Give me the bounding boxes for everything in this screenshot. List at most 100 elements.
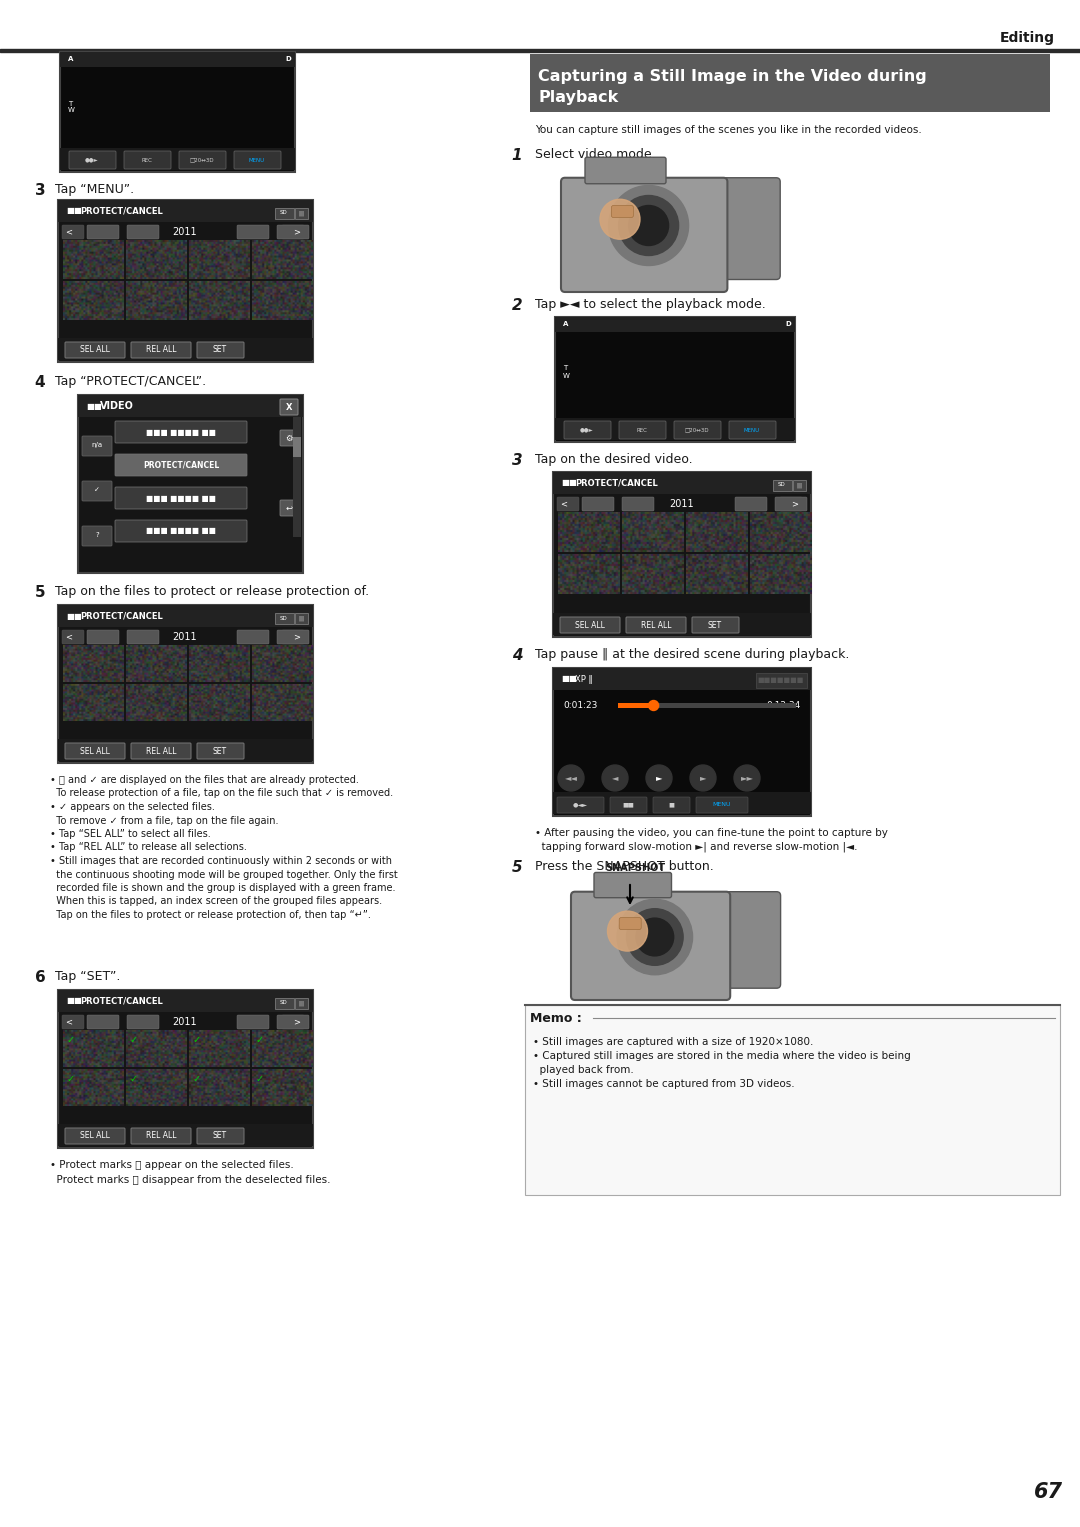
Bar — [60, 148, 295, 169]
FancyBboxPatch shape — [282, 1015, 303, 1029]
Text: Tap pause ‖ at the desired scene during playback.: Tap pause ‖ at the desired scene during … — [535, 647, 849, 661]
FancyBboxPatch shape — [114, 521, 247, 542]
Bar — [58, 739, 313, 760]
Text: SNAPSHOT: SNAPSHOT — [605, 863, 665, 873]
Text: PROTECT/CANCEL: PROTECT/CANCEL — [80, 206, 163, 215]
Bar — [58, 337, 313, 360]
FancyBboxPatch shape — [131, 1128, 191, 1144]
FancyBboxPatch shape — [610, 797, 647, 812]
FancyBboxPatch shape — [197, 1128, 244, 1144]
Text: ■■: ■■ — [561, 478, 577, 487]
Text: □20↔3D: □20↔3D — [685, 428, 710, 432]
FancyBboxPatch shape — [557, 496, 579, 512]
Text: ►: ► — [700, 774, 706, 782]
FancyBboxPatch shape — [274, 208, 294, 218]
Bar — [58, 1124, 313, 1145]
Text: PROTECT/CANCEL: PROTECT/CANCEL — [80, 611, 163, 620]
FancyBboxPatch shape — [82, 437, 112, 457]
Text: recorded file is shown and the group is displayed with a green frame.: recorded file is shown and the group is … — [50, 883, 395, 893]
FancyBboxPatch shape — [692, 617, 739, 634]
Text: |||: ||| — [298, 211, 303, 215]
Text: 2011: 2011 — [173, 632, 198, 641]
Text: • Tap “REL ALL” to release all selections.: • Tap “REL ALL” to release all selection… — [50, 843, 247, 852]
Text: D: D — [285, 56, 291, 63]
Text: SD: SD — [280, 1000, 288, 1005]
Text: Press the SNAPSHOT button.: Press the SNAPSHOT button. — [535, 860, 714, 873]
Text: ✓: ✓ — [67, 1073, 76, 1084]
Circle shape — [607, 912, 648, 951]
Text: □20↔3D: □20↔3D — [190, 157, 214, 162]
Text: Tap on the desired video.: Tap on the desired video. — [535, 454, 692, 466]
FancyBboxPatch shape — [127, 1015, 159, 1029]
Text: REL ALL: REL ALL — [146, 345, 176, 354]
FancyBboxPatch shape — [622, 496, 654, 512]
Bar — [555, 318, 795, 331]
Text: REL ALL: REL ALL — [640, 620, 672, 629]
FancyBboxPatch shape — [276, 631, 309, 644]
Text: 3: 3 — [35, 183, 45, 199]
Text: SEL ALL: SEL ALL — [80, 345, 110, 354]
FancyBboxPatch shape — [714, 892, 781, 988]
FancyBboxPatch shape — [62, 631, 84, 644]
Text: ►►: ►► — [741, 774, 754, 782]
FancyBboxPatch shape — [127, 224, 159, 240]
Text: When this is tapped, an index screen of the grouped files appears.: When this is tapped, an index screen of … — [50, 896, 382, 907]
Text: PROTECT/CANCEL: PROTECT/CANCEL — [143, 461, 219, 469]
Text: Protect marks ⒪ disappear from the deselected files.: Protect marks ⒪ disappear from the desel… — [50, 1174, 330, 1185]
Bar — [58, 989, 313, 1012]
FancyBboxPatch shape — [82, 525, 112, 547]
Bar — [553, 667, 811, 690]
Bar — [530, 53, 1050, 111]
Text: <: < — [561, 499, 567, 508]
Text: • ✓ appears on the selected files.: • ✓ appears on the selected files. — [50, 802, 215, 812]
Text: 6: 6 — [35, 970, 45, 985]
Text: MENU: MENU — [744, 428, 760, 432]
Text: SD: SD — [778, 483, 786, 487]
Text: ✓: ✓ — [256, 1035, 265, 1044]
FancyBboxPatch shape — [711, 177, 780, 279]
Circle shape — [602, 765, 627, 791]
FancyBboxPatch shape — [564, 421, 611, 438]
Text: A: A — [563, 321, 568, 327]
FancyBboxPatch shape — [124, 151, 171, 169]
Text: SD: SD — [280, 211, 288, 215]
Text: ■: ■ — [669, 803, 674, 808]
Text: • Still images cannot be captured from 3D videos.: • Still images cannot be captured from 3… — [534, 1080, 795, 1089]
FancyBboxPatch shape — [561, 177, 728, 292]
Text: ✓: ✓ — [193, 1035, 201, 1044]
FancyBboxPatch shape — [131, 744, 191, 759]
Text: ●●►: ●●► — [85, 157, 99, 162]
Text: 5: 5 — [35, 585, 45, 600]
FancyBboxPatch shape — [619, 421, 666, 438]
Text: ◄◄: ◄◄ — [565, 774, 578, 782]
Text: SEL ALL: SEL ALL — [80, 747, 110, 756]
Text: 5: 5 — [512, 860, 523, 875]
FancyBboxPatch shape — [729, 421, 777, 438]
Text: REL ALL: REL ALL — [146, 747, 176, 756]
Text: >: > — [293, 632, 300, 641]
Text: • After pausing the video, you can fine-tune the point to capture by: • After pausing the video, you can fine-… — [535, 828, 888, 838]
Circle shape — [619, 195, 678, 255]
Text: MENU: MENU — [713, 803, 731, 808]
Text: ■■: ■■ — [66, 206, 82, 215]
Text: • Captured still images are stored in the media where the video is being: • Captured still images are stored in th… — [534, 1051, 910, 1061]
Text: ◄: ◄ — [611, 774, 618, 782]
FancyBboxPatch shape — [237, 631, 269, 644]
Text: T
W: T W — [563, 365, 570, 379]
FancyBboxPatch shape — [179, 151, 226, 169]
Text: SET: SET — [213, 747, 227, 756]
Text: <: < — [65, 1017, 72, 1026]
FancyBboxPatch shape — [274, 612, 294, 623]
Text: played back from.: played back from. — [534, 1064, 634, 1075]
FancyBboxPatch shape — [775, 496, 807, 512]
Text: 4: 4 — [35, 376, 45, 389]
Text: ?: ? — [95, 531, 99, 538]
Bar — [58, 200, 313, 221]
FancyBboxPatch shape — [696, 797, 748, 812]
FancyBboxPatch shape — [274, 997, 294, 1008]
FancyBboxPatch shape — [197, 744, 244, 759]
FancyBboxPatch shape — [626, 617, 686, 634]
FancyBboxPatch shape — [114, 421, 247, 443]
FancyBboxPatch shape — [282, 224, 303, 240]
Text: ✓: ✓ — [256, 1073, 265, 1084]
